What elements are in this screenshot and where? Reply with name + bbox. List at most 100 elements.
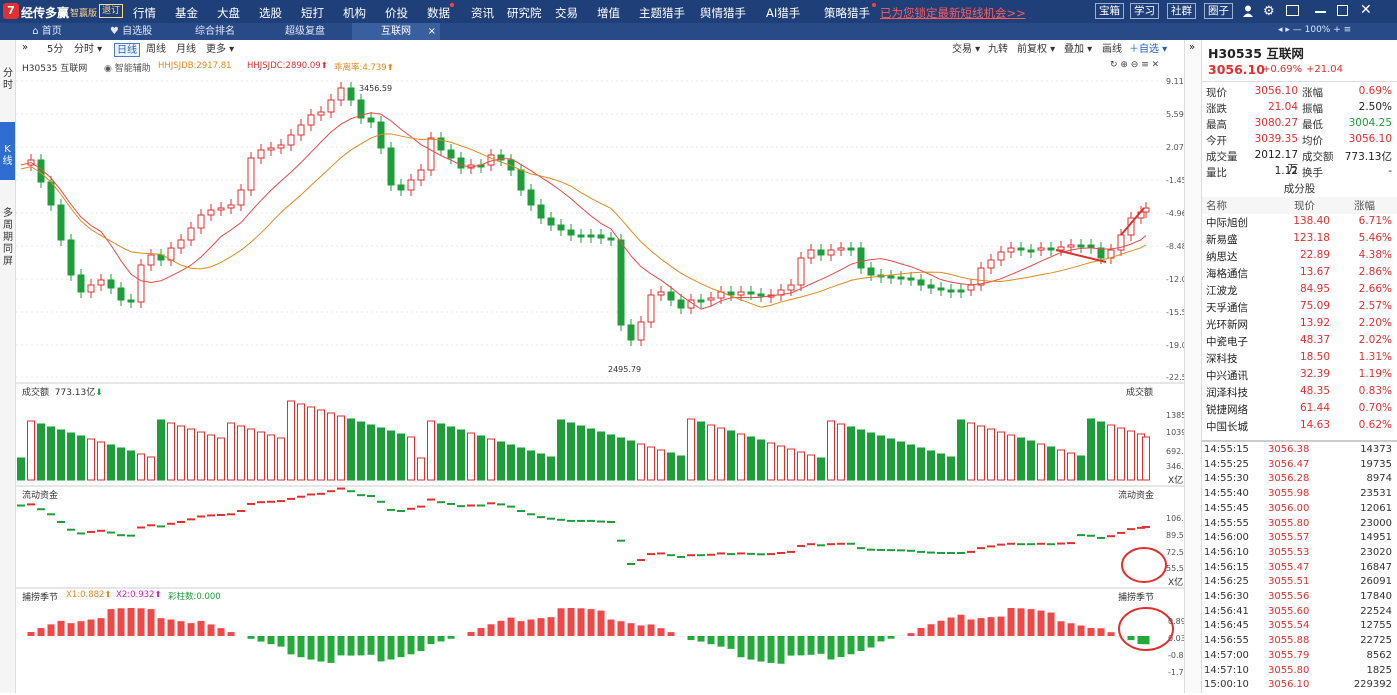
volume-bar xyxy=(678,456,685,480)
menu-item-1[interactable]: 基金 xyxy=(175,5,198,21)
candle-body xyxy=(828,250,834,255)
treasure-button[interactable]: 宝箱 xyxy=(1095,3,1124,19)
candle-body xyxy=(278,145,284,148)
close-icon[interactable]: ✕ xyxy=(1360,2,1372,18)
volume-bar xyxy=(848,427,855,480)
app-logo-text: 经传多赢 xyxy=(21,4,69,21)
volume-bar xyxy=(718,428,725,480)
volume-bar xyxy=(808,455,815,480)
component-pct: 2.57% xyxy=(1338,300,1392,312)
volume-title: 成交额 773.13亿⬇ xyxy=(22,385,103,398)
component-name: 海格通信 xyxy=(1206,266,1248,281)
app-logo-icon: 7 xyxy=(3,3,19,19)
circle-button[interactable]: 圈子 xyxy=(1204,3,1233,19)
menu-item-11[interactable]: 增值 xyxy=(597,5,620,21)
learn-button[interactable]: 学习 xyxy=(1130,3,1159,19)
season-bar xyxy=(828,636,835,659)
volume-bar xyxy=(1048,447,1055,480)
menu-item-13[interactable]: 舆情猎手 xyxy=(700,5,746,21)
menu-item-14[interactable]: AI猎手 xyxy=(766,5,800,21)
community-button[interactable]: 社群 xyxy=(1167,3,1196,19)
season-bar xyxy=(908,633,915,636)
user-icon[interactable] xyxy=(1243,5,1253,17)
menu-item-0[interactable]: 行情 xyxy=(133,5,156,21)
app-badge[interactable]: 退订 xyxy=(99,4,123,18)
menu-item-10[interactable]: 交易 xyxy=(555,5,578,21)
tick-volume: 12755 xyxy=(1342,620,1392,631)
maximize-icon[interactable] xyxy=(1337,5,1348,16)
season-bar xyxy=(178,621,185,636)
menu-item-8[interactable]: 资讯 xyxy=(471,5,494,21)
tab-watchlist[interactable]: ♥ 自选股 xyxy=(96,23,166,40)
settings-icon[interactable]: ⚙ xyxy=(1263,4,1275,19)
tick-time: 14:56:10 xyxy=(1204,547,1249,558)
volume-bar xyxy=(568,423,575,480)
season-bar xyxy=(838,636,845,657)
panel-toggle-strip[interactable]: » xyxy=(1184,40,1202,693)
minimize-icon[interactable] xyxy=(1315,11,1326,13)
volume-bar xyxy=(938,454,945,480)
season-bar xyxy=(1058,621,1065,636)
menu-item-2[interactable]: 大盘 xyxy=(217,5,240,21)
menu-item-4[interactable]: 短打 xyxy=(301,5,324,21)
tab-internet[interactable]: 互联网 × xyxy=(352,23,440,40)
volume-bar xyxy=(868,433,875,480)
stat-key: 成交额 xyxy=(1302,149,1334,164)
stat-value: 3004.25 xyxy=(1340,117,1392,129)
tab-nav-arrows[interactable]: ◂ ▸ — 100% + ≡ xyxy=(1278,25,1351,35)
page-tab-bar: ⌂ 首页 ♥ 自选股 综合排名 超级复盘 互联网 × ◂ ▸ — 100% + … xyxy=(0,23,1397,40)
kline-view-button[interactable]: K线 xyxy=(0,122,15,180)
minute-view-button[interactable]: 分时 xyxy=(2,68,14,94)
candle-body xyxy=(978,268,984,285)
stat-key: 换手 xyxy=(1302,165,1323,180)
candle-body xyxy=(418,170,424,180)
menu-item-6[interactable]: 价投 xyxy=(385,5,408,21)
component-pct: 1.19% xyxy=(1338,368,1392,380)
expand-icon[interactable]: » xyxy=(1189,42,1195,53)
season-bar xyxy=(638,625,645,636)
tab-close-icon[interactable]: × xyxy=(428,23,436,40)
tab-review[interactable]: 超级复盘 xyxy=(266,23,344,40)
window-mode-icon[interactable] xyxy=(1286,5,1299,16)
tick-price: 3055.88 xyxy=(1268,635,1309,646)
tab-ranking[interactable]: 综合排名 xyxy=(180,23,250,40)
menu-item-5[interactable]: 机构 xyxy=(343,5,366,21)
volume-bar xyxy=(208,435,215,480)
menu-item-3[interactable]: 选股 xyxy=(259,5,282,21)
volume-bar xyxy=(118,448,125,480)
volume-bar xyxy=(78,436,85,480)
multi-period-button[interactable]: 多周期同屏 xyxy=(2,208,14,272)
menu-item-9[interactable]: 研究院 xyxy=(507,5,542,21)
tab-home[interactable]: ⌂ 首页 xyxy=(12,23,82,40)
tick-time: 14:56:30 xyxy=(1204,591,1249,602)
candle-body xyxy=(738,292,744,295)
volume-bar xyxy=(418,458,425,480)
season-bar xyxy=(1088,628,1095,636)
candle-body xyxy=(398,185,404,190)
season-bar xyxy=(778,636,785,664)
promo-link[interactable]: 已为您锁定最新短线机会>> xyxy=(880,5,1026,21)
candle-body xyxy=(488,155,494,165)
quote-divider xyxy=(1202,81,1397,82)
menu-item-15[interactable]: 策略猎手 xyxy=(824,5,870,21)
menu-item-12[interactable]: 主题猎手 xyxy=(639,5,685,21)
menu-item-7[interactable]: 数据 xyxy=(427,5,450,21)
season-bar xyxy=(1098,628,1105,636)
volume-bar xyxy=(368,425,375,480)
season-bar xyxy=(248,636,255,639)
